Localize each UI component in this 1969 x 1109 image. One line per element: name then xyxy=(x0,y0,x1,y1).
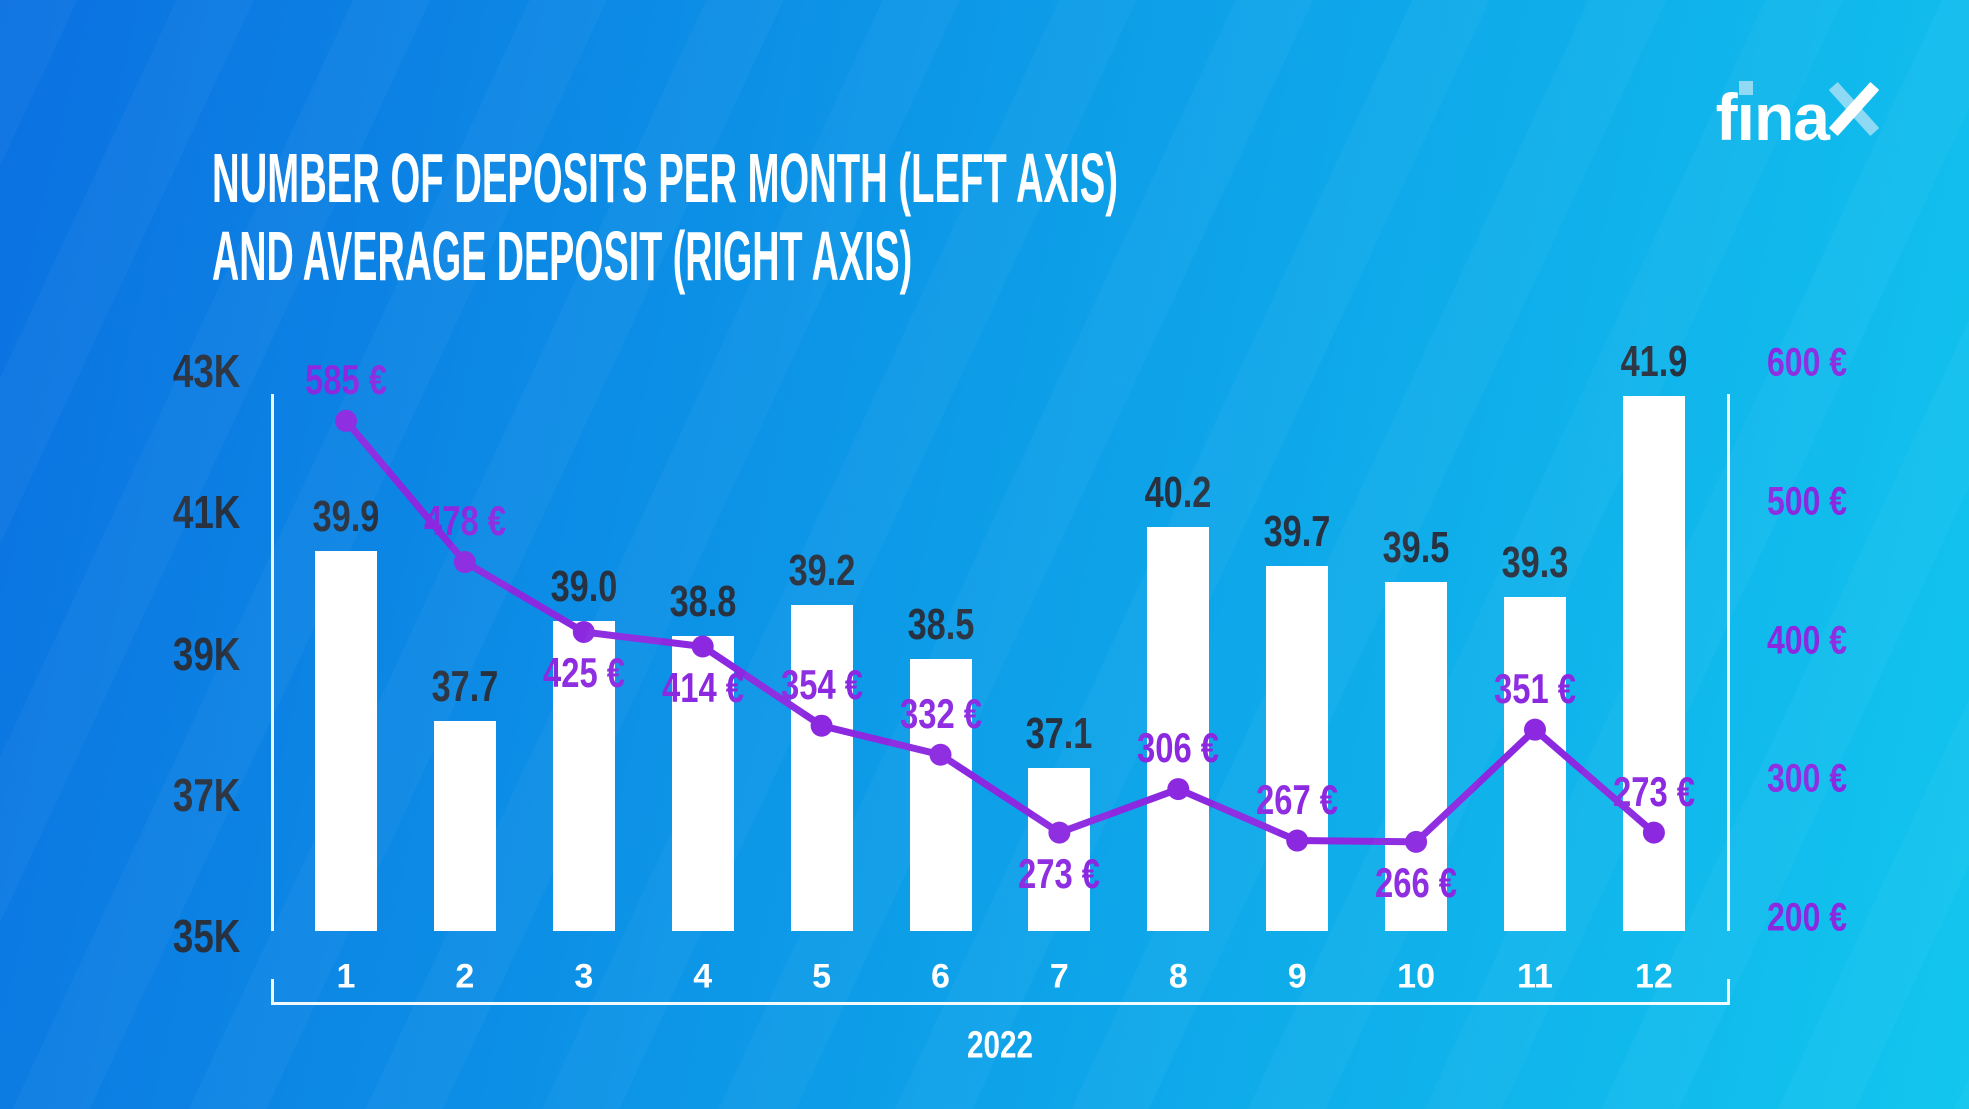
logo-letter-i: ı xyxy=(1736,80,1755,154)
x-axis-month-label: 4 xyxy=(693,957,713,996)
right-axis-tick-label: 200 € xyxy=(1767,895,1848,940)
right-axis-tick-label: 300 € xyxy=(1767,756,1848,801)
x-axis-month-label: 7 xyxy=(1049,957,1069,996)
bar-value-label: 37.7 xyxy=(431,662,499,712)
left-axis-tick-label: 39K xyxy=(172,627,240,680)
right-axis-tick-label: 500 € xyxy=(1767,479,1848,524)
x-axis-year-bracket xyxy=(271,979,1730,1005)
average-deposit-value-label: 414 € xyxy=(661,663,744,711)
right-axis-tick-label: 400 € xyxy=(1767,618,1848,662)
x-axis-month-label: 6 xyxy=(931,957,950,996)
bar-value-label: 39.5 xyxy=(1382,522,1450,572)
line-point-month-1 xyxy=(335,409,357,432)
bar-value-label: 38.5 xyxy=(907,600,974,650)
bar-value-label: 41.9 xyxy=(1620,336,1688,386)
x-axis-month-label: 5 xyxy=(812,957,832,996)
chart-title-line2: AND AVERAGE DEPOSIT (RIGHT AXIS) xyxy=(212,217,913,295)
left-axis-line xyxy=(271,394,274,931)
average-deposit-value-label: 354 € xyxy=(780,660,863,708)
chart-title-line1: NUMBER OF DEPOSITS PER MONTH (LEFT AXIS) xyxy=(212,139,1118,217)
bar-month-12 xyxy=(1622,395,1685,931)
average-deposit-value-label: 351 € xyxy=(1494,664,1576,712)
finax-logo: f ı na xyxy=(1715,80,1880,154)
logo-i-dot xyxy=(1738,81,1753,95)
right-axis-line xyxy=(1727,394,1730,931)
bar-value-label: 39.3 xyxy=(1501,538,1569,588)
average-deposit-value-label: 306 € xyxy=(1137,724,1220,772)
x-axis-month-label: 2 xyxy=(455,957,475,996)
average-deposit-value-label: 425 € xyxy=(542,649,625,696)
line-point-month-2 xyxy=(453,551,476,574)
x-axis-month-label: 12 xyxy=(1634,957,1673,996)
right-axis-tick-label: 600 € xyxy=(1767,340,1848,385)
x-axis-month-label: 1 xyxy=(336,957,356,996)
logo-text-f: f xyxy=(1715,80,1738,154)
average-deposit-value-label: 585 € xyxy=(305,355,387,403)
bar-value-label: 38.8 xyxy=(669,577,737,627)
line-series-path xyxy=(343,418,1657,846)
x-axis-month-label: 10 xyxy=(1397,957,1436,996)
average-deposit-value-label: 273 € xyxy=(1018,849,1101,897)
bar-value-label: 37.1 xyxy=(1025,709,1093,759)
x-axis-year-label: 2022 xyxy=(967,1024,1033,1067)
x-axis-month-label: 11 xyxy=(1517,957,1553,996)
left-axis-tick-label: 41K xyxy=(172,486,240,539)
bar-value-label: 39.7 xyxy=(1263,507,1331,557)
left-axis-tick-label: 37K xyxy=(172,768,240,821)
average-deposit-value-label: 266 € xyxy=(1375,858,1458,906)
bar-month-5 xyxy=(790,605,853,931)
bar-month-2 xyxy=(433,721,496,931)
x-axis-month-label: 9 xyxy=(1287,957,1307,996)
bar-month-9 xyxy=(1266,566,1329,931)
bar-value-label: 39.2 xyxy=(788,546,855,596)
average-deposit-value-label: 478 € xyxy=(423,497,506,545)
bar-month-1 xyxy=(315,550,377,931)
logo-text-na: na xyxy=(1753,80,1830,154)
bar-month-11 xyxy=(1504,597,1566,931)
average-deposit-value-label: 273 € xyxy=(1612,767,1695,815)
average-deposit-value-label: 267 € xyxy=(1256,775,1339,823)
bar-value-label: 39.9 xyxy=(312,491,380,541)
left-axis-tick-label: 35K xyxy=(172,910,240,962)
x-axis-month-label: 8 xyxy=(1168,957,1188,996)
average-deposit-value-label: 332 € xyxy=(899,689,982,737)
bar-value-label: 40.2 xyxy=(1144,468,1212,518)
x-axis-month-label: 3 xyxy=(574,957,594,996)
left-axis-tick-label: 43K xyxy=(172,345,240,397)
bar-value-label: 39.0 xyxy=(550,561,618,611)
